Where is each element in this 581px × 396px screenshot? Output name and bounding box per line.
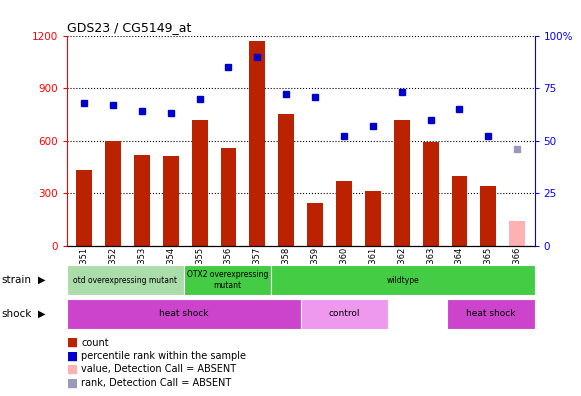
Text: ■: ■ [67,363,78,376]
Bar [105,141,121,246]
Bar [249,41,266,246]
Text: count: count [81,337,109,348]
Bar [447,299,535,329]
Text: strain: strain [1,275,31,285]
Bar [184,265,271,295]
Bar [422,142,439,246]
Text: wildtype: wildtype [386,276,419,285]
Text: OTX2 overexpressing
mutant: OTX2 overexpressing mutant [187,270,268,290]
Bar [336,181,352,246]
Text: ▶: ▶ [38,275,46,285]
Text: heat shock: heat shock [466,309,515,318]
Bar [67,299,301,329]
Text: ▶: ▶ [38,309,46,319]
Text: percentile rank within the sample: percentile rank within the sample [81,351,246,361]
Bar [76,170,92,246]
Bar [278,114,294,246]
Text: ■: ■ [67,336,78,349]
Text: control: control [329,309,360,318]
Text: GDS23 / CG5149_at: GDS23 / CG5149_at [67,21,191,34]
Bar [67,265,184,295]
Bar [192,120,207,246]
Text: ■: ■ [67,377,78,389]
Bar [365,191,381,246]
Text: rank, Detection Call = ABSENT: rank, Detection Call = ABSENT [81,378,232,388]
Bar [163,156,179,246]
Bar [510,221,525,246]
Bar [271,265,535,295]
Text: heat shock: heat shock [159,309,209,318]
Bar [301,299,388,329]
Bar [221,148,236,246]
Bar [307,203,323,246]
Bar [451,177,467,246]
Bar [134,154,150,246]
Text: otd overexpressing mutant: otd overexpressing mutant [73,276,177,285]
Bar [394,120,410,246]
Bar [480,186,496,246]
Text: shock: shock [1,309,31,319]
Text: ■: ■ [67,350,78,362]
Text: value, Detection Call = ABSENT: value, Detection Call = ABSENT [81,364,236,375]
